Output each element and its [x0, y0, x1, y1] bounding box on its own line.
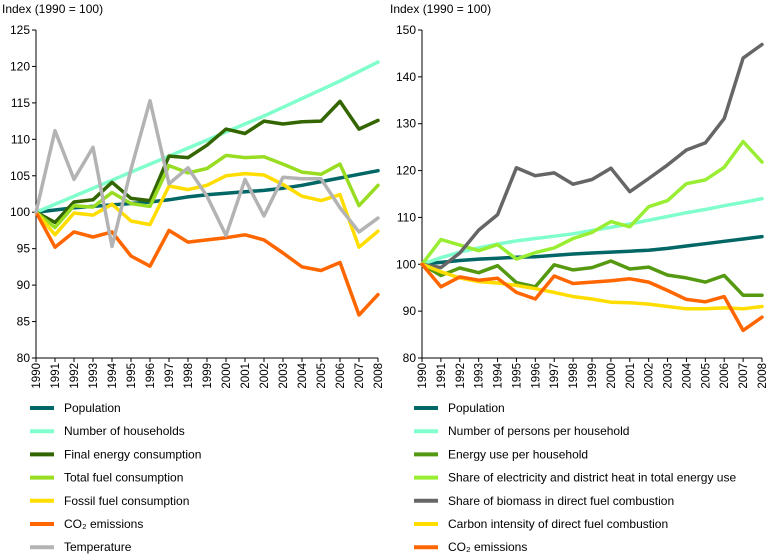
- legend-label-2: Final energy consumption: [64, 447, 201, 461]
- y-tick-label: 95: [17, 242, 31, 256]
- legend-label-4: Share of biomass in direct fuel combusti…: [448, 494, 674, 508]
- x-tick-label: 2007: [738, 363, 750, 389]
- y-tick-label: 120: [10, 59, 30, 73]
- series-line-2: [34, 99, 380, 225]
- series-line-6: [34, 98, 380, 249]
- legend-label-0: Population: [448, 401, 505, 415]
- x-tick-label: 2002: [259, 363, 271, 389]
- x-tick-label: 1995: [511, 363, 523, 389]
- x-tick-label: 1990: [31, 363, 43, 389]
- y-tick-label: 80: [17, 351, 31, 365]
- y-tick-label: 105: [10, 169, 30, 183]
- x-tick-label: 1992: [455, 363, 467, 389]
- x-tick-label: 2004: [297, 362, 309, 388]
- x-tick-label: 1997: [164, 363, 176, 389]
- x-tick-label: 2001: [240, 363, 252, 389]
- legend-label-3: Total fuel consumption: [64, 471, 183, 485]
- series-line-3: [420, 139, 764, 267]
- x-tick-label: 2003: [663, 363, 675, 389]
- x-tick-label: 2005: [316, 363, 328, 389]
- series-line-0: [420, 234, 764, 267]
- legend-label-1: Number of households: [64, 424, 185, 438]
- x-tick-label: 1991: [50, 363, 62, 389]
- x-tick-label: 1993: [474, 363, 486, 389]
- x-tick-label: 1998: [568, 363, 580, 389]
- legend-label-0: Population: [64, 401, 121, 415]
- x-tick-label: 1992: [69, 363, 81, 389]
- y-axis-label: Index (1990 = 100): [2, 2, 103, 16]
- y-tick-label: 90: [17, 278, 31, 292]
- y-tick-label: 150: [396, 23, 416, 37]
- legend-label-6: Temperature: [64, 540, 132, 554]
- legend-label-2: Energy use per household: [448, 447, 588, 461]
- y-tick-label: 100: [396, 257, 416, 271]
- x-tick-label: 2008: [373, 363, 385, 389]
- x-tick-label: 2006: [335, 363, 347, 389]
- y-tick-label: 130: [396, 117, 416, 131]
- series-line-1: [34, 60, 380, 214]
- series-line-2: [420, 259, 764, 297]
- legend-label-6: CO₂ emissions: [448, 540, 527, 554]
- left-chart-panel: Index (1990 = 100) 80 85 90 95 100 105 110 115 12…: [2, 2, 385, 554]
- x-tick-label: 1997: [549, 363, 561, 389]
- x-tick-label: 1994: [493, 362, 505, 388]
- x-tick-label: 1995: [126, 363, 138, 389]
- y-tick-label: 85: [17, 315, 31, 329]
- y-tick-label: 80: [403, 351, 417, 365]
- y-tick-label: 90: [403, 304, 417, 318]
- legend-label-3: Share of electricity and district heat i…: [448, 471, 736, 485]
- legend-label-5: CO₂ emissions: [64, 517, 143, 531]
- x-tick-label: 2008: [757, 363, 768, 389]
- x-tick-label: 1994: [107, 362, 119, 388]
- x-tick-label: 1999: [587, 363, 599, 389]
- x-tick-label: 2001: [625, 363, 637, 389]
- series-line-6: [420, 262, 764, 333]
- x-tick-label: 2002: [644, 363, 656, 389]
- series-line-4: [420, 42, 764, 270]
- x-tick-label: 1991: [436, 363, 448, 389]
- right-chart-panel: Index (1990 = 100) 80 90 100 110 120 130 140 150…: [390, 2, 768, 554]
- series-line-5: [34, 210, 380, 317]
- x-tick-label: 2006: [719, 363, 731, 389]
- x-tick-label: 1990: [417, 363, 429, 389]
- x-tick-label: 1999: [202, 363, 214, 389]
- x-tick-label: 1998: [183, 363, 195, 389]
- legend-label-5: Carbon intensity of direct fuel combusti…: [448, 517, 668, 531]
- series-line-3: [34, 153, 380, 230]
- x-tick-label: 1993: [88, 363, 100, 389]
- legend-label-4: Fossil fuel consumption: [64, 494, 189, 508]
- series-line-4: [34, 171, 380, 249]
- legend-label-1: Number of persons per household: [448, 424, 629, 438]
- x-tick-label: 2004: [681, 362, 693, 388]
- y-axis-label: Index (1990 = 100): [390, 2, 491, 16]
- x-tick-label: 2000: [221, 363, 233, 389]
- y-tick-label: 110: [11, 132, 30, 146]
- x-tick-label: 2007: [354, 363, 366, 389]
- y-tick-label: 115: [11, 96, 30, 110]
- y-tick-label: 125: [10, 23, 30, 37]
- y-tick-label: 140: [396, 70, 416, 84]
- y-tick-label: 120: [396, 164, 416, 178]
- x-tick-label: 2005: [700, 363, 712, 389]
- y-tick-label: 100: [10, 205, 30, 219]
- x-tick-label: 2000: [606, 363, 618, 389]
- x-tick-label: 1996: [530, 363, 542, 389]
- y-tick-label: 110: [397, 210, 416, 224]
- x-tick-label: 2003: [278, 363, 290, 389]
- x-tick-label: 1996: [145, 363, 157, 389]
